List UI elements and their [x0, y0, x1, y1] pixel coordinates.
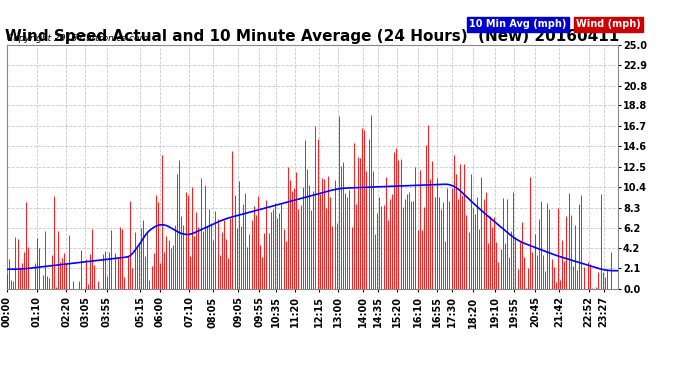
Text: Wind (mph): Wind (mph) — [576, 20, 641, 29]
Text: Copyright 2016 Cartronics.com: Copyright 2016 Cartronics.com — [7, 34, 148, 43]
Title: Wind Speed Actual and 10 Minute Average (24 Hours)  (New) 20160411: Wind Speed Actual and 10 Minute Average … — [5, 29, 620, 44]
Text: 10 Min Avg (mph): 10 Min Avg (mph) — [469, 20, 566, 29]
